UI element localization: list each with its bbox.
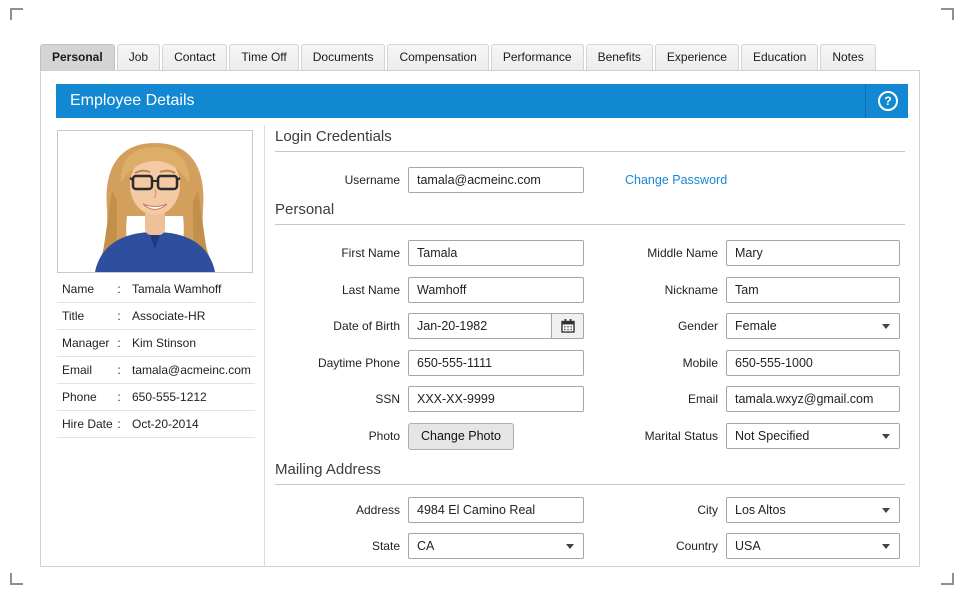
profile-row-phone: Phone:650-555-1212 xyxy=(57,384,255,411)
mobile-input[interactable] xyxy=(726,350,900,376)
date-of-birth-input[interactable] xyxy=(408,313,552,339)
daytime-phone-label: Daytime Phone xyxy=(317,356,400,370)
tab-compensation[interactable]: Compensation xyxy=(387,44,489,71)
tab-contact[interactable]: Contact xyxy=(162,44,228,71)
sidebar-divider xyxy=(264,125,265,566)
profile-summary: Name: Tamala Wamhoff Title: Associate-HR M… xyxy=(57,276,255,438)
section-title-login-credentials: Login Credentials xyxy=(275,128,905,152)
marital-status-label: Marital Status xyxy=(644,429,718,443)
profile-label: Name xyxy=(62,282,95,296)
chevron-down-icon xyxy=(566,544,574,549)
ssn-label: SSN xyxy=(375,392,400,406)
change-password-link[interactable]: Change Password xyxy=(625,173,728,187)
profile-label: Hire Date xyxy=(62,417,113,431)
tab-personal[interactable]: Personal xyxy=(40,44,115,71)
crop-mark-top-left xyxy=(10,8,23,20)
profile-label: Phone xyxy=(62,390,97,404)
personal-email-label: Email xyxy=(687,392,718,406)
profile-value: Tamala Wamhoff xyxy=(132,282,222,296)
profile-row-name: Name: Tamala Wamhoff xyxy=(57,276,255,303)
username-label: Username xyxy=(344,173,400,187)
country-value: USA xyxy=(735,539,761,553)
profile-value: tamala@acmeinc.com xyxy=(132,363,251,377)
profile-row-hire-date: Hire Date: Oct-20-2014 xyxy=(57,411,255,438)
profile-label: Title xyxy=(62,309,85,323)
tab-performance[interactable]: Performance xyxy=(490,44,584,71)
profile-row-manager: Manager: Kim Stinson xyxy=(57,330,255,357)
help-icon[interactable]: ? xyxy=(878,91,898,111)
gender-label: Gender xyxy=(677,319,718,333)
profile-label: Email xyxy=(62,363,93,377)
crop-mark-bottom-left xyxy=(10,573,23,585)
tab-documents[interactable]: Documents xyxy=(300,44,386,71)
last-name-label: Last Name xyxy=(341,283,400,297)
personal-email-input[interactable] xyxy=(726,386,900,412)
gender-select[interactable]: Female xyxy=(726,313,900,339)
address-label: Address xyxy=(355,503,400,517)
tab-time-off[interactable]: Time Off xyxy=(229,44,299,71)
middle-name-label: Middle Name xyxy=(647,246,718,260)
city-label: City xyxy=(697,503,718,517)
page-header: Employee Details ? xyxy=(56,84,908,118)
state-select[interactable]: CA xyxy=(408,533,584,559)
ssn-input[interactable] xyxy=(408,386,584,412)
marital-status-select[interactable]: Not Specified xyxy=(726,423,900,449)
first-name-label: First Name xyxy=(341,246,400,260)
first-name-input[interactable] xyxy=(408,240,584,266)
mobile-label: Mobile xyxy=(682,356,718,370)
chevron-down-icon xyxy=(882,434,890,439)
country-select[interactable]: USA xyxy=(726,533,900,559)
country-label: Country xyxy=(675,539,718,553)
crop-mark-top-right xyxy=(941,8,954,20)
photo-label: Photo xyxy=(368,429,400,443)
tab-job[interactable]: Job xyxy=(116,44,161,71)
profile-value: Kim Stinson xyxy=(132,336,197,350)
date-of-birth-label: Date of Birth xyxy=(333,319,400,333)
section-title-mailing-address: Mailing Address xyxy=(275,461,905,485)
chevron-down-icon xyxy=(882,544,890,549)
marital-status-value: Not Specified xyxy=(735,429,810,443)
state-value: CA xyxy=(417,539,435,553)
page-title: Employee Details xyxy=(70,92,195,109)
section-title-personal: Personal xyxy=(275,201,905,225)
tab-benefits[interactable]: Benefits xyxy=(585,44,653,71)
profile-value: Associate-HR xyxy=(132,309,206,323)
tab-bar: Personal Job Contact Time Off Documents … xyxy=(40,43,878,71)
gender-value: Female xyxy=(735,319,777,333)
profile-row-title: Title: Associate-HR xyxy=(57,303,255,330)
header-divider xyxy=(865,84,866,118)
tab-experience[interactable]: Experience xyxy=(654,44,739,71)
tab-notes[interactable]: Notes xyxy=(820,44,876,71)
crop-mark-bottom-right xyxy=(941,573,954,585)
profile-label: Manager xyxy=(62,336,110,350)
address-input[interactable] xyxy=(408,497,584,523)
state-label: State xyxy=(371,539,400,553)
daytime-phone-input[interactable] xyxy=(408,350,584,376)
profile-row-email: Email: tamala@acmeinc.com xyxy=(57,357,255,384)
profile-value: Oct-20-2014 xyxy=(132,417,199,431)
city-select[interactable]: Los Altos xyxy=(726,497,900,523)
username-input[interactable] xyxy=(408,167,584,193)
middle-name-input[interactable] xyxy=(726,240,900,266)
chevron-down-icon xyxy=(882,324,890,329)
profile-value: 650-555-1212 xyxy=(132,390,207,404)
tab-education[interactable]: Education xyxy=(740,44,819,71)
chevron-down-icon xyxy=(882,508,890,513)
change-photo-button[interactable]: Change Photo xyxy=(408,423,514,450)
calendar-icon[interactable] xyxy=(551,313,584,339)
nickname-input[interactable] xyxy=(726,277,900,303)
city-value: Los Altos xyxy=(735,503,786,517)
nickname-label: Nickname xyxy=(664,283,718,297)
last-name-input[interactable] xyxy=(408,277,584,303)
employee-photo xyxy=(57,130,253,273)
